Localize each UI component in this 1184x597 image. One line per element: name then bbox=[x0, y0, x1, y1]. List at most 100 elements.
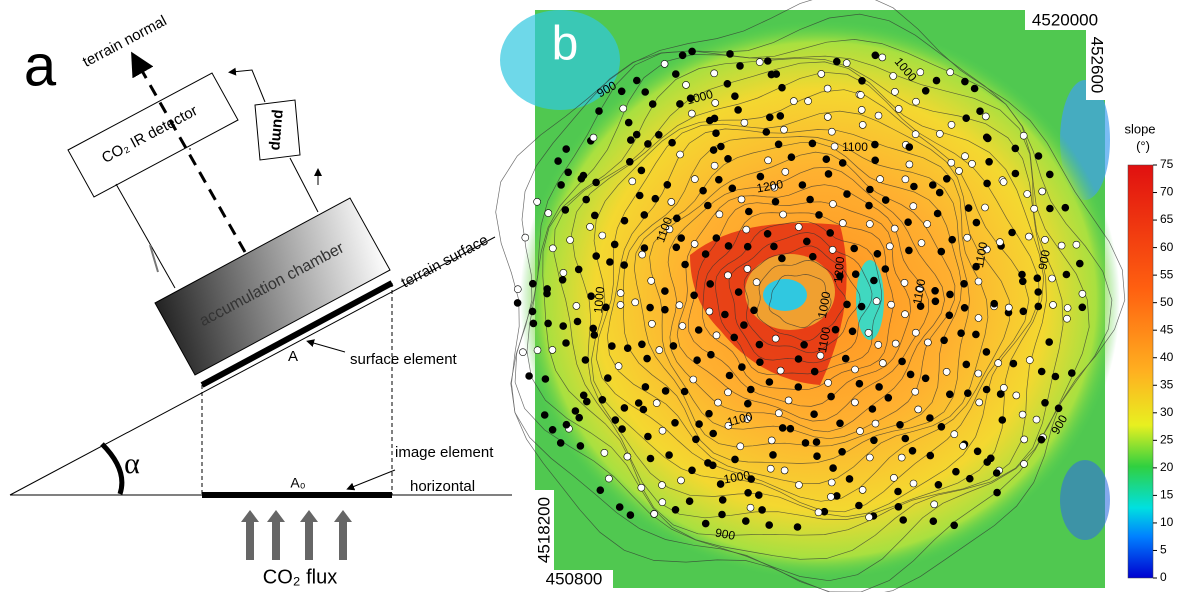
sample-point bbox=[545, 210, 552, 217]
label: horizontal bbox=[410, 478, 475, 495]
sample-point bbox=[599, 232, 606, 239]
arrow bbox=[150, 245, 158, 272]
sample-point bbox=[549, 426, 556, 433]
sample-point bbox=[627, 512, 634, 519]
sample-point bbox=[891, 88, 898, 95]
sample-point bbox=[1042, 236, 1049, 243]
sample-point bbox=[591, 332, 598, 339]
sample-point bbox=[747, 386, 754, 393]
sample-point bbox=[672, 506, 679, 513]
sample-point bbox=[777, 112, 784, 119]
sample-point bbox=[530, 320, 537, 327]
sample-point bbox=[965, 205, 972, 212]
sample-point bbox=[975, 278, 982, 285]
sample-point bbox=[1039, 188, 1046, 195]
flux-arrow bbox=[300, 510, 318, 560]
sample-point bbox=[787, 425, 794, 432]
sample-point bbox=[851, 245, 858, 252]
sample-point bbox=[662, 387, 669, 394]
panel-b: 9001000110012001100100010001200110011001… bbox=[496, 0, 1125, 592]
sample-point bbox=[691, 240, 698, 247]
sample-point bbox=[999, 417, 1006, 424]
sample-point bbox=[795, 356, 802, 363]
colorbar-tick-label: 75 bbox=[1160, 157, 1174, 171]
sample-point bbox=[767, 465, 774, 472]
sample-point bbox=[801, 341, 808, 348]
sample-point bbox=[790, 98, 797, 105]
sample-point bbox=[996, 239, 1003, 246]
sample-point bbox=[514, 299, 521, 306]
sample-point bbox=[966, 475, 973, 482]
sample-point bbox=[882, 197, 889, 204]
sample-point bbox=[647, 304, 654, 311]
sample-point bbox=[1010, 360, 1017, 367]
sample-point bbox=[902, 176, 909, 183]
sample-point bbox=[902, 435, 909, 442]
sample-point bbox=[943, 368, 950, 375]
sample-point bbox=[677, 151, 684, 158]
sample-point bbox=[689, 48, 696, 55]
sample-point bbox=[1009, 229, 1016, 236]
sample-point bbox=[670, 342, 677, 349]
sample-point bbox=[849, 328, 856, 335]
sample-point bbox=[702, 251, 709, 258]
sample-point bbox=[802, 439, 809, 446]
sample-point bbox=[879, 54, 886, 61]
sample-point bbox=[846, 475, 853, 482]
sample-point bbox=[1005, 304, 1012, 311]
colorbar-tick-label: 10 bbox=[1160, 515, 1174, 529]
sample-point bbox=[639, 251, 646, 258]
sample-point bbox=[744, 265, 751, 272]
sample-point bbox=[922, 375, 929, 382]
sample-point bbox=[1019, 278, 1026, 285]
sample-point bbox=[606, 259, 613, 266]
sample-point bbox=[673, 244, 680, 251]
sample-point bbox=[593, 179, 600, 186]
sample-point bbox=[1042, 399, 1049, 406]
sample-point bbox=[575, 266, 582, 273]
sample-point bbox=[577, 442, 584, 449]
sample-point bbox=[599, 396, 606, 403]
sample-point bbox=[744, 243, 751, 250]
sample-point bbox=[706, 308, 713, 315]
map-patch bbox=[1060, 460, 1110, 540]
sample-point bbox=[641, 245, 648, 252]
sample-point bbox=[983, 348, 990, 355]
sample-point bbox=[544, 285, 551, 292]
sample-point bbox=[994, 489, 1001, 496]
sample-point bbox=[898, 454, 905, 461]
sample-point bbox=[563, 421, 570, 428]
sample-point bbox=[638, 341, 645, 348]
sample-point bbox=[644, 140, 651, 147]
sample-point bbox=[608, 343, 615, 350]
sample-point bbox=[621, 404, 628, 411]
colorbar-tick-label: 35 bbox=[1160, 377, 1174, 391]
sample-point bbox=[772, 335, 779, 342]
sample-point bbox=[656, 347, 663, 354]
sample-point bbox=[648, 320, 655, 327]
sample-point bbox=[1035, 303, 1042, 310]
sample-point bbox=[710, 147, 717, 154]
sample-point bbox=[711, 70, 718, 77]
sample-point bbox=[936, 130, 943, 137]
sample-point bbox=[870, 437, 877, 444]
sample-point bbox=[946, 312, 953, 319]
sample-point bbox=[612, 417, 619, 424]
sample-point bbox=[857, 92, 864, 99]
sample-point bbox=[859, 77, 866, 84]
sample-point bbox=[562, 206, 569, 213]
sample-point bbox=[717, 481, 724, 488]
sample-point bbox=[744, 400, 751, 407]
sample-point bbox=[879, 360, 886, 367]
sample-point bbox=[1033, 416, 1040, 423]
sample-point bbox=[626, 158, 633, 165]
sample-point bbox=[984, 180, 991, 187]
sample-point bbox=[982, 113, 989, 120]
label: α bbox=[124, 447, 140, 480]
sample-point bbox=[717, 143, 724, 150]
sample-point bbox=[866, 221, 873, 228]
sample-point bbox=[951, 522, 958, 529]
panel-label: a bbox=[24, 33, 57, 98]
sample-point bbox=[946, 391, 953, 398]
sample-point bbox=[514, 286, 521, 293]
